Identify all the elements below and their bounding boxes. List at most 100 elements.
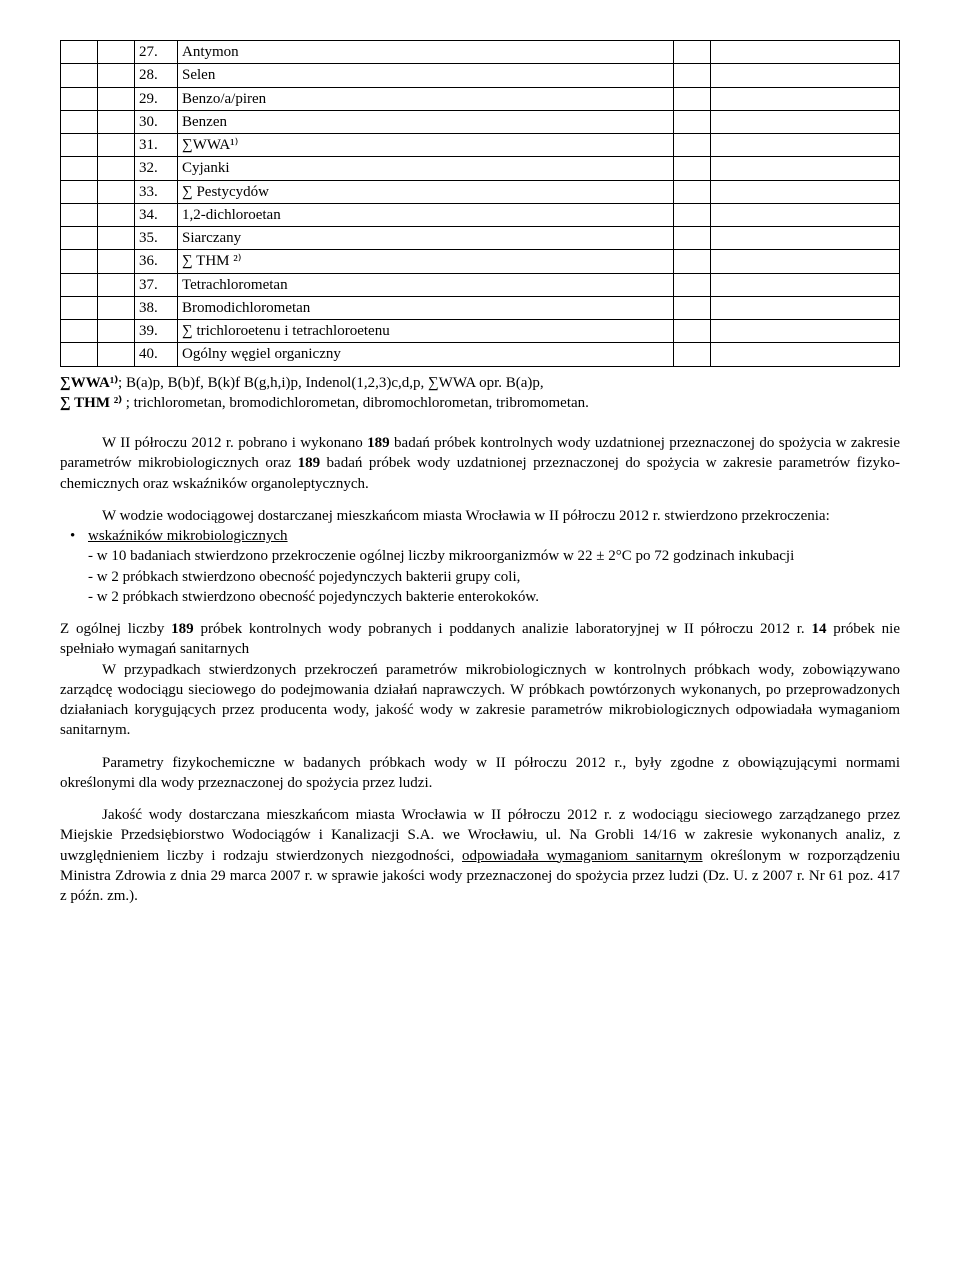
cell-name: Benzen bbox=[178, 110, 674, 133]
cell-blank-c bbox=[674, 110, 711, 133]
cell-blank-a bbox=[61, 110, 98, 133]
paragraph-2: W wodzie wodociągowej dostarczanej miesz… bbox=[60, 506, 900, 526]
p3-b1: 189 bbox=[171, 621, 194, 637]
bullet-list: wskaźników mikrobiologicznych - w 10 bad… bbox=[60, 526, 900, 607]
cell-blank-c bbox=[674, 134, 711, 157]
cell-blank-d bbox=[711, 64, 900, 87]
cell-blank-b bbox=[98, 157, 135, 180]
cell-blank-b bbox=[98, 41, 135, 64]
cell-blank-c bbox=[674, 296, 711, 319]
table-footnote: ∑WWA¹⁾; B(a)p, B(b)f, B(k)f B(g,h,i)p, I… bbox=[60, 373, 900, 414]
cell-name: Benzo/a/piren bbox=[178, 87, 674, 110]
cell-blank-d bbox=[711, 296, 900, 319]
footnote-thm-text: ; trichlorometan, bromodichlorometan, di… bbox=[122, 395, 589, 411]
cell-num: 34. bbox=[135, 203, 178, 226]
cell-num: 32. bbox=[135, 157, 178, 180]
cell-blank-a bbox=[61, 296, 98, 319]
cell-blank-d bbox=[711, 87, 900, 110]
p3-b2: 14 bbox=[811, 621, 826, 637]
cell-name: Cyjanki bbox=[178, 157, 674, 180]
cell-blank-d bbox=[711, 157, 900, 180]
cell-num: 37. bbox=[135, 273, 178, 296]
cell-blank-d bbox=[711, 41, 900, 64]
table-row: 30.Benzen bbox=[61, 110, 900, 133]
cell-name: 1,2-dichloroetan bbox=[178, 203, 674, 226]
cell-num: 27. bbox=[135, 41, 178, 64]
table-row: 27.Antymon bbox=[61, 41, 900, 64]
cell-name: Selen bbox=[178, 64, 674, 87]
cell-blank-a bbox=[61, 41, 98, 64]
cell-num: 39. bbox=[135, 320, 178, 343]
cell-num: 36. bbox=[135, 250, 178, 273]
p6-underline: odpowiadała wymaganiom sanitarnym bbox=[462, 848, 703, 864]
cell-name: Tetrachlorometan bbox=[178, 273, 674, 296]
cell-num: 30. bbox=[135, 110, 178, 133]
cell-blank-a bbox=[61, 134, 98, 157]
cell-blank-a bbox=[61, 64, 98, 87]
paragraph-6: Jakość wody dostarczana mieszkańcom mias… bbox=[60, 805, 900, 906]
table-row: 28.Selen bbox=[61, 64, 900, 87]
cell-blank-b bbox=[98, 64, 135, 87]
paragraph-4: W przypadkach stwierdzonych przekroczeń … bbox=[60, 660, 900, 741]
cell-num: 28. bbox=[135, 64, 178, 87]
cell-blank-a bbox=[61, 157, 98, 180]
cell-num: 31. bbox=[135, 134, 178, 157]
paragraph-5: Parametry fizykochemiczne w badanych pró… bbox=[60, 753, 900, 794]
table-row: 39.∑ trichloroetenu i tetrachloroetenu bbox=[61, 320, 900, 343]
cell-name: Ogólny węgiel organiczny bbox=[178, 343, 674, 366]
cell-name: ∑ Pestycydów bbox=[178, 180, 674, 203]
cell-num: 40. bbox=[135, 343, 178, 366]
cell-name: ∑ trichloroetenu i tetrachloroetenu bbox=[178, 320, 674, 343]
cell-blank-a bbox=[61, 227, 98, 250]
p1-lead: W II półroczu 2012 r. pobrano i wykonano bbox=[102, 435, 367, 451]
cell-blank-b bbox=[98, 296, 135, 319]
paragraph-1: W II półroczu 2012 r. pobrano i wykonano… bbox=[60, 433, 900, 494]
p1-b1: 189 bbox=[367, 435, 390, 451]
bullet-sub1: - w 10 badaniach stwierdzono przekroczen… bbox=[88, 546, 900, 566]
cell-blank-a bbox=[61, 87, 98, 110]
table-row: 36.∑ THM ²⁾ bbox=[61, 250, 900, 273]
cell-blank-c bbox=[674, 157, 711, 180]
cell-blank-b bbox=[98, 87, 135, 110]
table-row: 40.Ogólny węgiel organiczny bbox=[61, 343, 900, 366]
table-row: 33.∑ Pestycydów bbox=[61, 180, 900, 203]
cell-blank-d bbox=[711, 180, 900, 203]
footnote-wwa-label: ∑WWA¹⁾ bbox=[60, 375, 118, 391]
cell-blank-b bbox=[98, 343, 135, 366]
table-row: 34.1,2-dichloroetan bbox=[61, 203, 900, 226]
cell-blank-a bbox=[61, 343, 98, 366]
cell-blank-c bbox=[674, 320, 711, 343]
cell-blank-d bbox=[711, 273, 900, 296]
bullet-underline: wskaźników mikrobiologicznych bbox=[88, 528, 288, 544]
p1-b2: 189 bbox=[298, 455, 321, 471]
cell-name: Siarczany bbox=[178, 227, 674, 250]
table-row: 32.Cyjanki bbox=[61, 157, 900, 180]
parameter-table: 27.Antymon28.Selen29.Benzo/a/piren30.Ben… bbox=[60, 40, 900, 367]
cell-blank-a bbox=[61, 273, 98, 296]
cell-blank-c bbox=[674, 227, 711, 250]
cell-blank-b bbox=[98, 227, 135, 250]
cell-num: 38. bbox=[135, 296, 178, 319]
cell-blank-c bbox=[674, 41, 711, 64]
cell-blank-b bbox=[98, 250, 135, 273]
parameter-table-body: 27.Antymon28.Selen29.Benzo/a/piren30.Ben… bbox=[61, 41, 900, 367]
footnote-wwa-text: ; B(a)p, B(b)f, B(k)f B(g,h,i)p, Indenol… bbox=[118, 375, 544, 391]
cell-blank-c bbox=[674, 180, 711, 203]
cell-blank-d bbox=[711, 227, 900, 250]
cell-num: 33. bbox=[135, 180, 178, 203]
cell-blank-d bbox=[711, 343, 900, 366]
cell-blank-d bbox=[711, 110, 900, 133]
cell-blank-c bbox=[674, 87, 711, 110]
cell-blank-d bbox=[711, 134, 900, 157]
cell-name: Bromodichlorometan bbox=[178, 296, 674, 319]
cell-blank-a bbox=[61, 180, 98, 203]
cell-blank-a bbox=[61, 250, 98, 273]
cell-blank-c bbox=[674, 343, 711, 366]
cell-num: 35. bbox=[135, 227, 178, 250]
table-row: 38.Bromodichlorometan bbox=[61, 296, 900, 319]
table-row: 29.Benzo/a/piren bbox=[61, 87, 900, 110]
cell-num: 29. bbox=[135, 87, 178, 110]
table-row: 37.Tetrachlorometan bbox=[61, 273, 900, 296]
cell-blank-d bbox=[711, 320, 900, 343]
cell-blank-b bbox=[98, 180, 135, 203]
